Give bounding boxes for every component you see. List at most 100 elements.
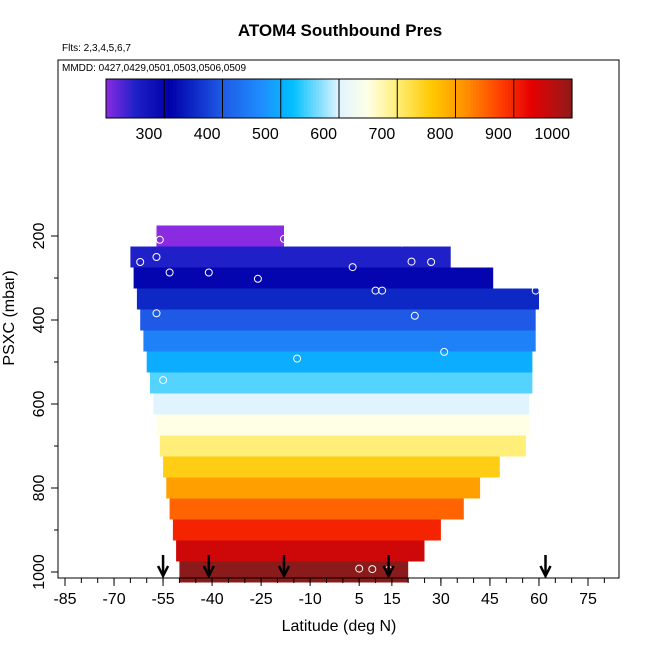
colorbar-cell [507, 79, 512, 118]
colorbar-cell [318, 79, 323, 118]
colorbar-cell [408, 79, 413, 118]
colorbar-cell [426, 79, 430, 118]
colorbar-cell [563, 79, 567, 118]
colorbar-cell [470, 79, 474, 118]
colorbar-cell [362, 79, 366, 118]
colorbar-tick-label: 800 [427, 126, 454, 143]
heat-band [176, 540, 425, 562]
arrow-head [156, 565, 170, 579]
colorbar-cell [557, 79, 561, 118]
colorbar-cell [234, 79, 238, 118]
colorbar-cell [138, 79, 142, 118]
colorbar-cell [309, 79, 314, 118]
colorbar-cell [143, 79, 148, 118]
colorbar-cell [254, 79, 259, 118]
colorbar-cell [106, 79, 110, 118]
colorbar-cell [242, 79, 247, 118]
colorbar-cell [353, 79, 358, 118]
colorbar-cell [152, 79, 157, 118]
colorbar-cell [449, 79, 454, 118]
heat-band [133, 267, 494, 289]
colorbar-cell [484, 79, 489, 118]
chart-title: ATOM4 Southbound Pres [238, 21, 442, 40]
colorbar-cell [373, 79, 378, 118]
colorbar-cell [277, 79, 282, 118]
heat-band [130, 246, 451, 268]
colorbar-cell [481, 79, 486, 118]
colorbar-cell [432, 79, 436, 118]
colorbar-cell [274, 79, 279, 118]
colorbar-cell [175, 79, 180, 118]
colorbar-cell [306, 79, 311, 118]
colorbar-cell [339, 79, 343, 118]
colorbar-cell [487, 79, 492, 118]
colorbar-cell [566, 79, 570, 118]
colorbar-cell [365, 79, 369, 118]
colorbar-cell [228, 79, 232, 118]
colorbar-cell [178, 79, 183, 118]
colorbar-cell [190, 79, 194, 118]
arrow-head [382, 565, 395, 579]
colorbar-cell [400, 79, 404, 118]
colorbar-cell [528, 79, 532, 118]
colorbar-cell [251, 79, 256, 118]
x-tick-label: 15 [383, 591, 401, 608]
plot-frame [57, 59, 620, 579]
sample-point [397, 238, 406, 247]
sample-point [368, 565, 377, 574]
sample-point [348, 263, 357, 272]
colorbar-cell [170, 79, 174, 118]
colorbar-cell [330, 79, 334, 118]
colorbar-cell [429, 79, 433, 118]
colorbar-cell [440, 79, 445, 118]
colorbar-cell [315, 79, 320, 118]
colorbar-cell [510, 79, 515, 118]
colorbar-cell [172, 79, 177, 118]
heat-band [143, 330, 536, 352]
colorbar-cell [269, 79, 273, 118]
sample-point [168, 568, 177, 576]
colorbar-tick-label: 900 [485, 126, 512, 143]
sample-point [440, 347, 449, 356]
x-tick-label: -70 [102, 591, 125, 608]
colorbar-cell [216, 79, 221, 118]
colorbar-cell [181, 79, 186, 118]
x-tick-label: -10 [299, 591, 322, 608]
colorbar-cell [155, 79, 160, 118]
heat-band [156, 225, 284, 247]
colorbar-cell [199, 79, 203, 118]
x-tick-label: -25 [250, 591, 273, 608]
colorbar-cell [423, 79, 427, 118]
colorbar-cell [516, 79, 521, 118]
colorbar-cell [266, 79, 270, 118]
x-tick-label: 75 [579, 591, 597, 608]
colorbar-cell [108, 79, 113, 118]
heat-band [150, 372, 533, 394]
colorbar-cell [496, 79, 500, 118]
colorbar-cell [545, 79, 550, 118]
y-tick-label: 800 [31, 475, 48, 502]
sample-point [155, 235, 164, 244]
colorbar-cell [187, 79, 192, 118]
colorbar-cell [193, 79, 197, 118]
colorbar-cell [534, 79, 538, 118]
x-tick-label: 30 [432, 591, 450, 608]
colorbar-cell [283, 79, 288, 118]
sample-point [355, 564, 364, 573]
colorbar-cell [513, 79, 518, 118]
heat-band [153, 393, 530, 415]
colorbar-cell [222, 79, 227, 118]
colorbar-cell [417, 79, 422, 118]
colorbar-cell [350, 79, 355, 118]
colorbar-cell [260, 79, 264, 118]
colorbar-cell [295, 79, 299, 118]
sample-point [378, 286, 387, 295]
y-axis-label: PSXC (mbar) [1, 270, 18, 365]
sample-point [204, 268, 213, 277]
colorbar-cell [231, 79, 235, 118]
colorbar-cell [452, 79, 457, 118]
colorbar-cell [263, 79, 267, 118]
colorbar-cell [117, 79, 122, 118]
sample-point [407, 257, 416, 266]
